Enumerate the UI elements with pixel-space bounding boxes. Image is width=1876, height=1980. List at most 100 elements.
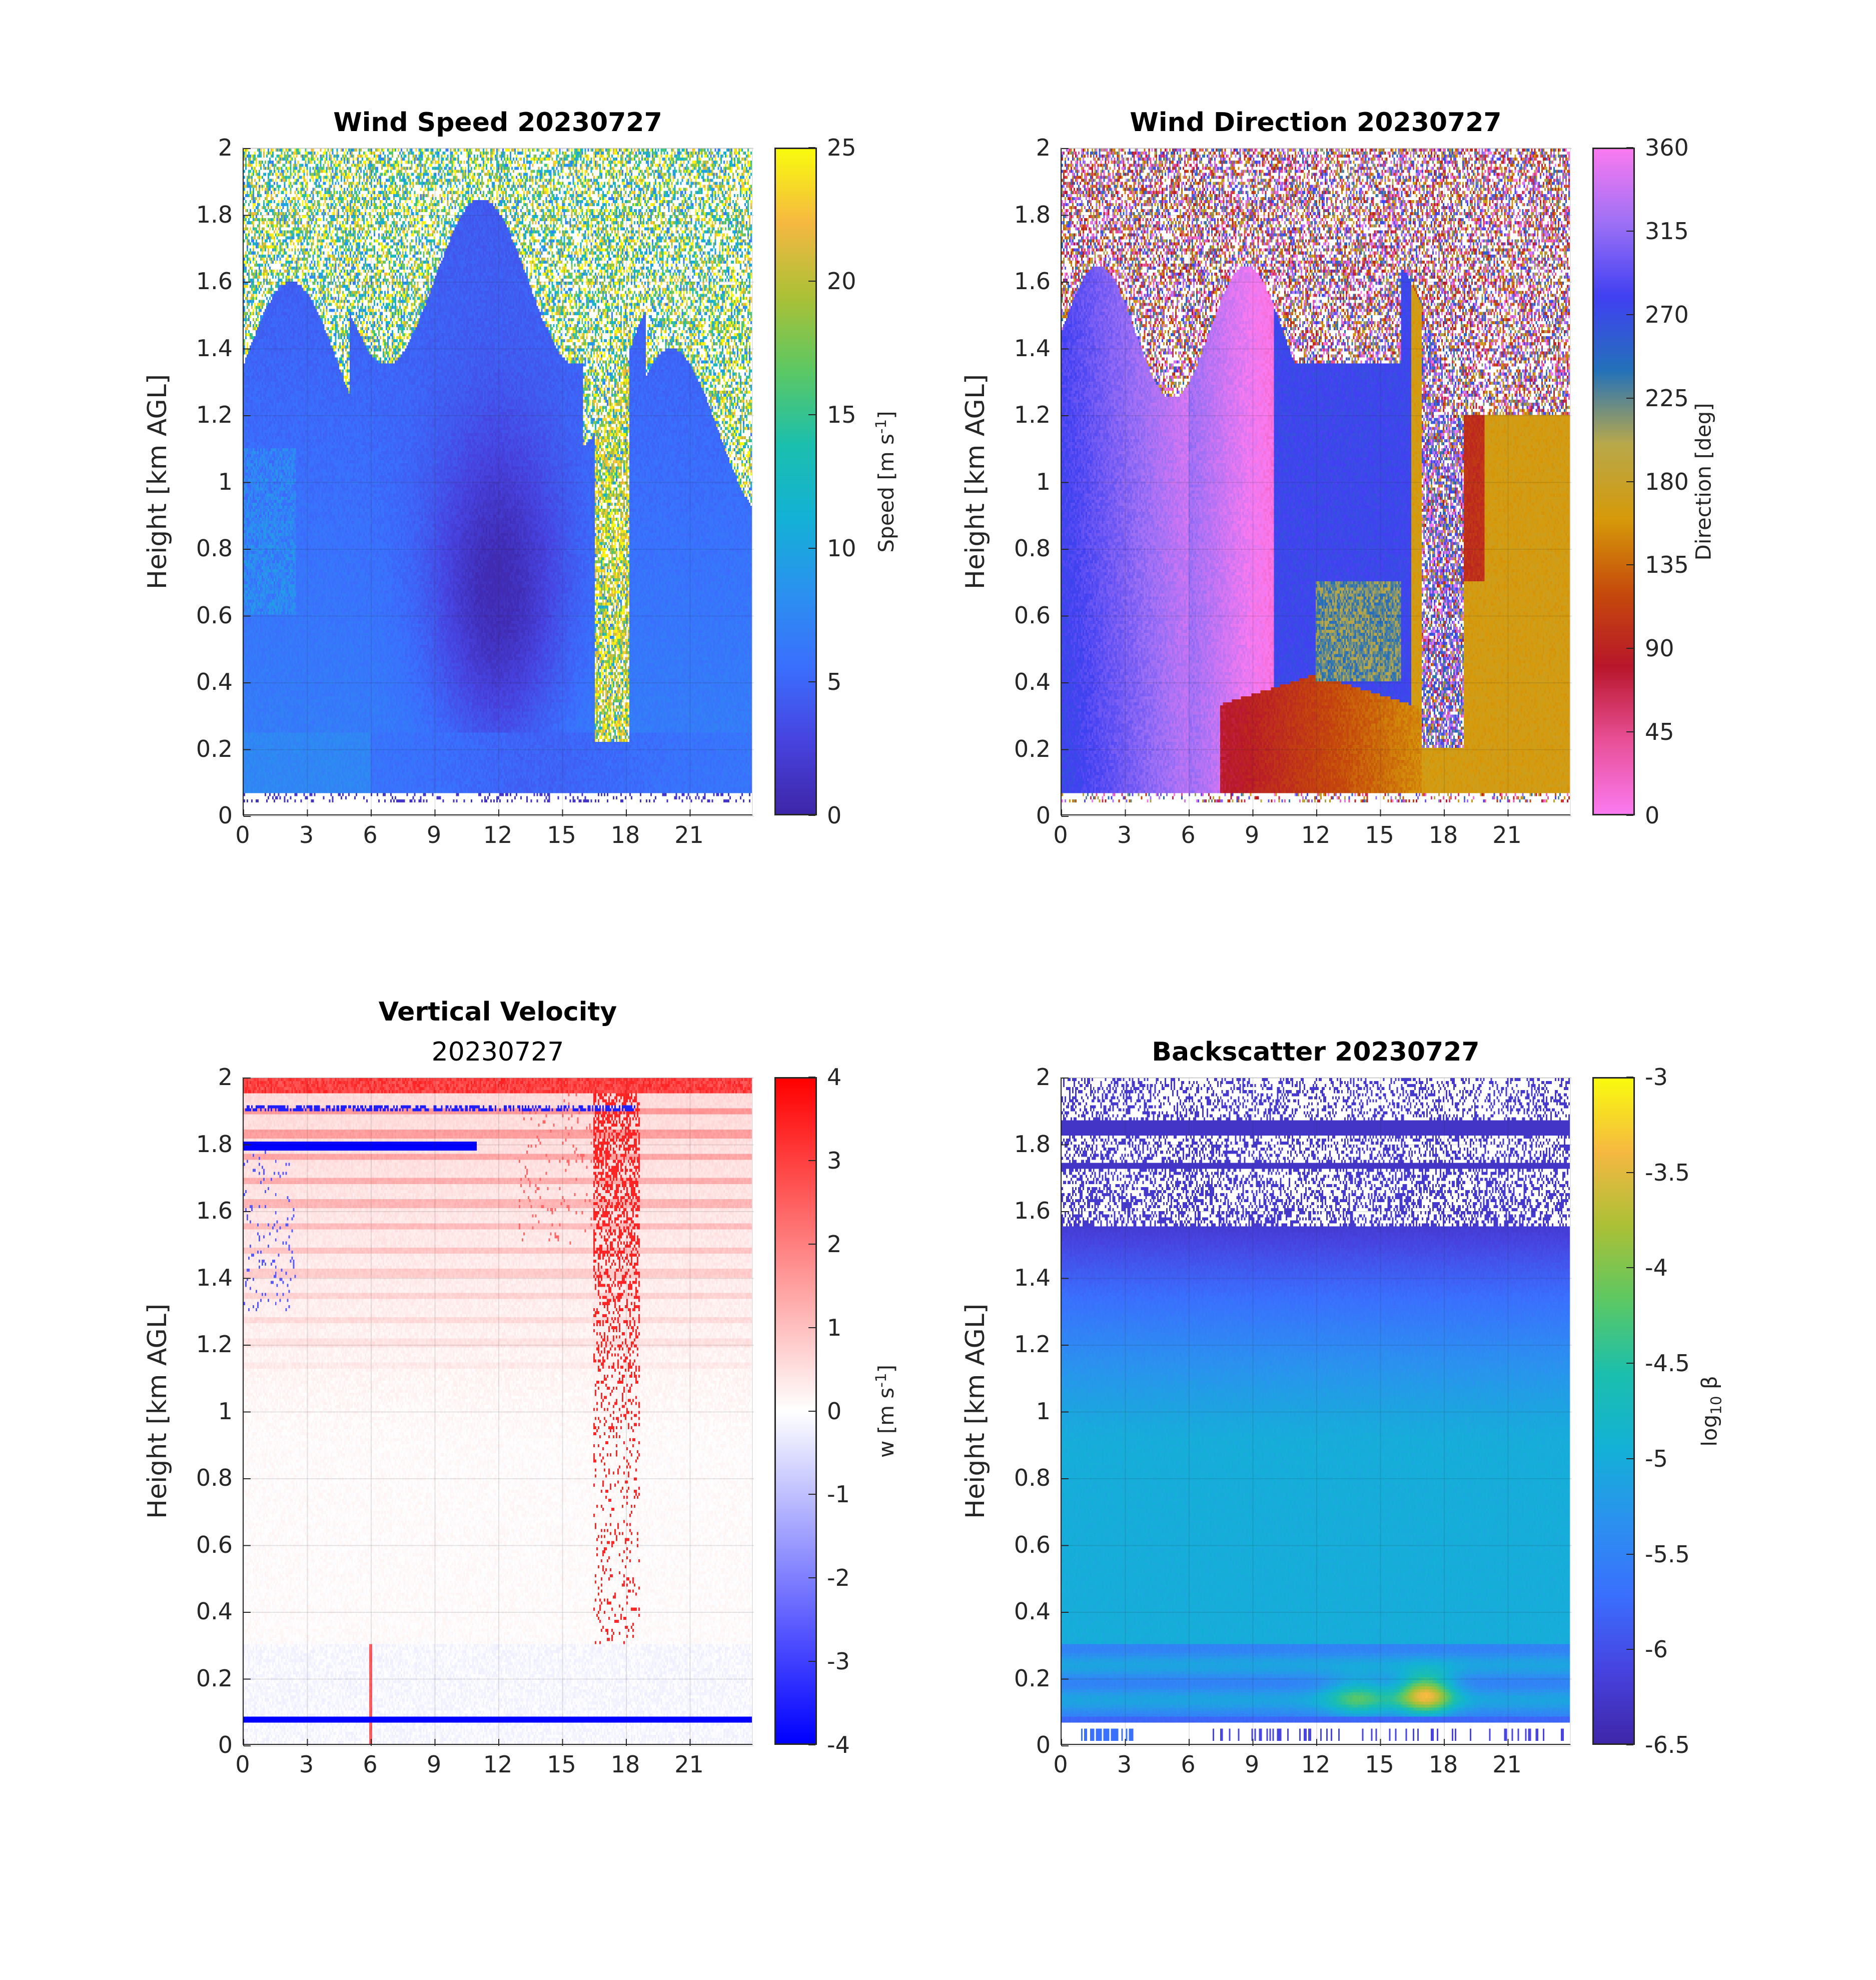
colorbar-tick-label: -6 xyxy=(1645,1636,1668,1663)
colorbar-label: w [m s-1] xyxy=(872,1365,898,1458)
colorbar-tick-mark xyxy=(1626,1267,1633,1269)
colorbar-tick-mark xyxy=(1626,815,1633,816)
y-tick-label: 2 xyxy=(1036,134,1051,161)
colorbar-tick-mark xyxy=(808,815,815,816)
colorbar-label-end: ] xyxy=(874,1364,898,1373)
y-tick-label: 0.4 xyxy=(196,1598,233,1625)
y-tick-label: 0.2 xyxy=(1014,735,1051,762)
x-tick-label: 3 xyxy=(299,821,314,848)
colorbar-tick-mark xyxy=(1626,230,1633,232)
colorbar-tick-mark xyxy=(1626,1363,1633,1364)
colorbar-label-end: ] xyxy=(874,410,898,419)
x-tick-label: 9 xyxy=(426,1751,442,1778)
colorbar-label-superscript: -1 xyxy=(872,419,889,434)
colorbar-tick-label: -4 xyxy=(827,1731,850,1758)
x-tick-label: 15 xyxy=(1365,821,1394,848)
y-tick-label: 0.4 xyxy=(1014,668,1051,695)
colorbar-tick-label: 1 xyxy=(827,1314,842,1341)
colorbar-label: Speed [m s-1] xyxy=(872,411,898,552)
x-tick-label: 6 xyxy=(1181,821,1196,848)
y-tick-label: 2 xyxy=(218,1064,233,1091)
colorbar-tick-label: 10 xyxy=(827,535,856,562)
colorbar-tick-mark xyxy=(1626,564,1633,566)
y-tick-label: 0.4 xyxy=(1014,1598,1051,1625)
y-tick-label: 1.4 xyxy=(196,1264,233,1291)
colorbar-tick-mark xyxy=(808,1327,815,1328)
plot-area xyxy=(1061,1077,1572,1746)
x-tick-label: 9 xyxy=(1244,1751,1260,1778)
x-tick-label: 18 xyxy=(1428,1751,1458,1778)
heatmap-image xyxy=(1062,1078,1570,1744)
y-tick-label: 1 xyxy=(1036,468,1051,495)
y-tick-label: 0.6 xyxy=(1014,1531,1051,1558)
y-axis-label: Height [km AGL] xyxy=(143,374,173,589)
colorbar-tick-label: 4 xyxy=(827,1064,842,1091)
x-tick-label: 21 xyxy=(674,821,704,848)
x-tick-label: 12 xyxy=(483,821,513,848)
x-tick-label: 3 xyxy=(1117,821,1132,848)
colorbar-tick-mark xyxy=(1626,1553,1633,1555)
y-tick-label: 0.8 xyxy=(1014,535,1051,562)
y-tick-label: 2 xyxy=(1036,1064,1051,1091)
colorbar-tick-mark xyxy=(1626,648,1633,649)
y-tick-label: 0 xyxy=(218,802,233,829)
colorbar-tick-mark xyxy=(808,1160,815,1161)
y-tick-label: 0 xyxy=(218,1731,233,1758)
y-tick-label: 0.6 xyxy=(196,601,233,629)
x-tick-label: 3 xyxy=(1117,1751,1132,1778)
y-tick-label: 0.4 xyxy=(196,668,233,695)
colorbar-label-superscript: -1 xyxy=(872,1372,889,1388)
colorbar-tick-mark xyxy=(808,281,815,282)
y-tick-label: 0.8 xyxy=(196,535,233,562)
colorbar-tick-label: -5 xyxy=(1645,1445,1668,1472)
y-tick-label: 0.6 xyxy=(196,1531,233,1558)
y-tick-label: 1.4 xyxy=(196,334,233,362)
chart-title: Wind Direction 20230727 xyxy=(1130,108,1502,138)
colorbar-label-end: β xyxy=(1697,1375,1722,1396)
colorbar xyxy=(1592,1077,1635,1745)
y-tick-label: 0.2 xyxy=(1014,1664,1051,1692)
colorbar-label-main: w [m s xyxy=(874,1387,898,1458)
colorbar-tick-label: 270 xyxy=(1645,301,1689,328)
colorbar-tick-label: -6.5 xyxy=(1645,1731,1690,1758)
colorbar-tick-mark xyxy=(808,1577,815,1579)
chart-title: Backscatter 20230727 xyxy=(1152,1037,1480,1067)
x-tick-label: 6 xyxy=(363,821,378,848)
colorbar-tick-mark xyxy=(1626,1172,1633,1173)
colorbar-tick-label: -2 xyxy=(827,1564,850,1592)
colorbar-tick-mark xyxy=(808,681,815,682)
colorbar-tick-label: -3 xyxy=(827,1648,850,1675)
colorbar-tick-mark xyxy=(1626,147,1633,148)
y-tick-label: 0.8 xyxy=(1014,1464,1051,1491)
y-tick-label: 1.8 xyxy=(196,1130,233,1158)
colorbar-tick-label: -5.5 xyxy=(1645,1540,1690,1568)
colorbar-tick-mark xyxy=(808,1410,815,1412)
chart-subtitle: 20230727 xyxy=(431,1037,564,1067)
colorbar-tick-label: 360 xyxy=(1645,134,1689,161)
y-tick-label: 1.4 xyxy=(1014,334,1051,362)
y-tick-label: 1.8 xyxy=(1014,1130,1051,1158)
y-tick-label: 0 xyxy=(1036,802,1051,829)
colorbar-tick-mark xyxy=(808,414,815,415)
y-tick-label: 1.2 xyxy=(196,401,233,428)
y-tick-label: 0.8 xyxy=(196,1464,233,1491)
colorbar-label-main: Speed [m s xyxy=(874,433,898,553)
colorbar-tick-label: 3 xyxy=(827,1147,842,1174)
x-tick-label: 21 xyxy=(1492,1751,1522,1778)
y-tick-label: 0.2 xyxy=(196,1664,233,1692)
x-tick-label: 15 xyxy=(547,821,576,848)
x-tick-label: 18 xyxy=(1428,821,1458,848)
y-tick-label: 0.2 xyxy=(196,735,233,762)
colorbar-tick-mark xyxy=(808,548,815,549)
x-tick-label: 12 xyxy=(1301,1751,1331,1778)
colorbar-tick-mark xyxy=(1626,314,1633,315)
colorbar-tick-label: 20 xyxy=(827,268,856,295)
chart-title: Vertical Velocity xyxy=(378,997,617,1027)
chart-title: Wind Speed 20230727 xyxy=(333,108,662,138)
colorbar-tick-mark xyxy=(808,1243,815,1245)
colorbar-tick-label: -3 xyxy=(1645,1064,1668,1091)
y-tick-label: 1.2 xyxy=(196,1331,233,1358)
colorbar-tick-label: 90 xyxy=(1645,635,1674,662)
colorbar-tick-label: -1 xyxy=(827,1481,850,1508)
colorbar-tick-mark xyxy=(1626,731,1633,733)
